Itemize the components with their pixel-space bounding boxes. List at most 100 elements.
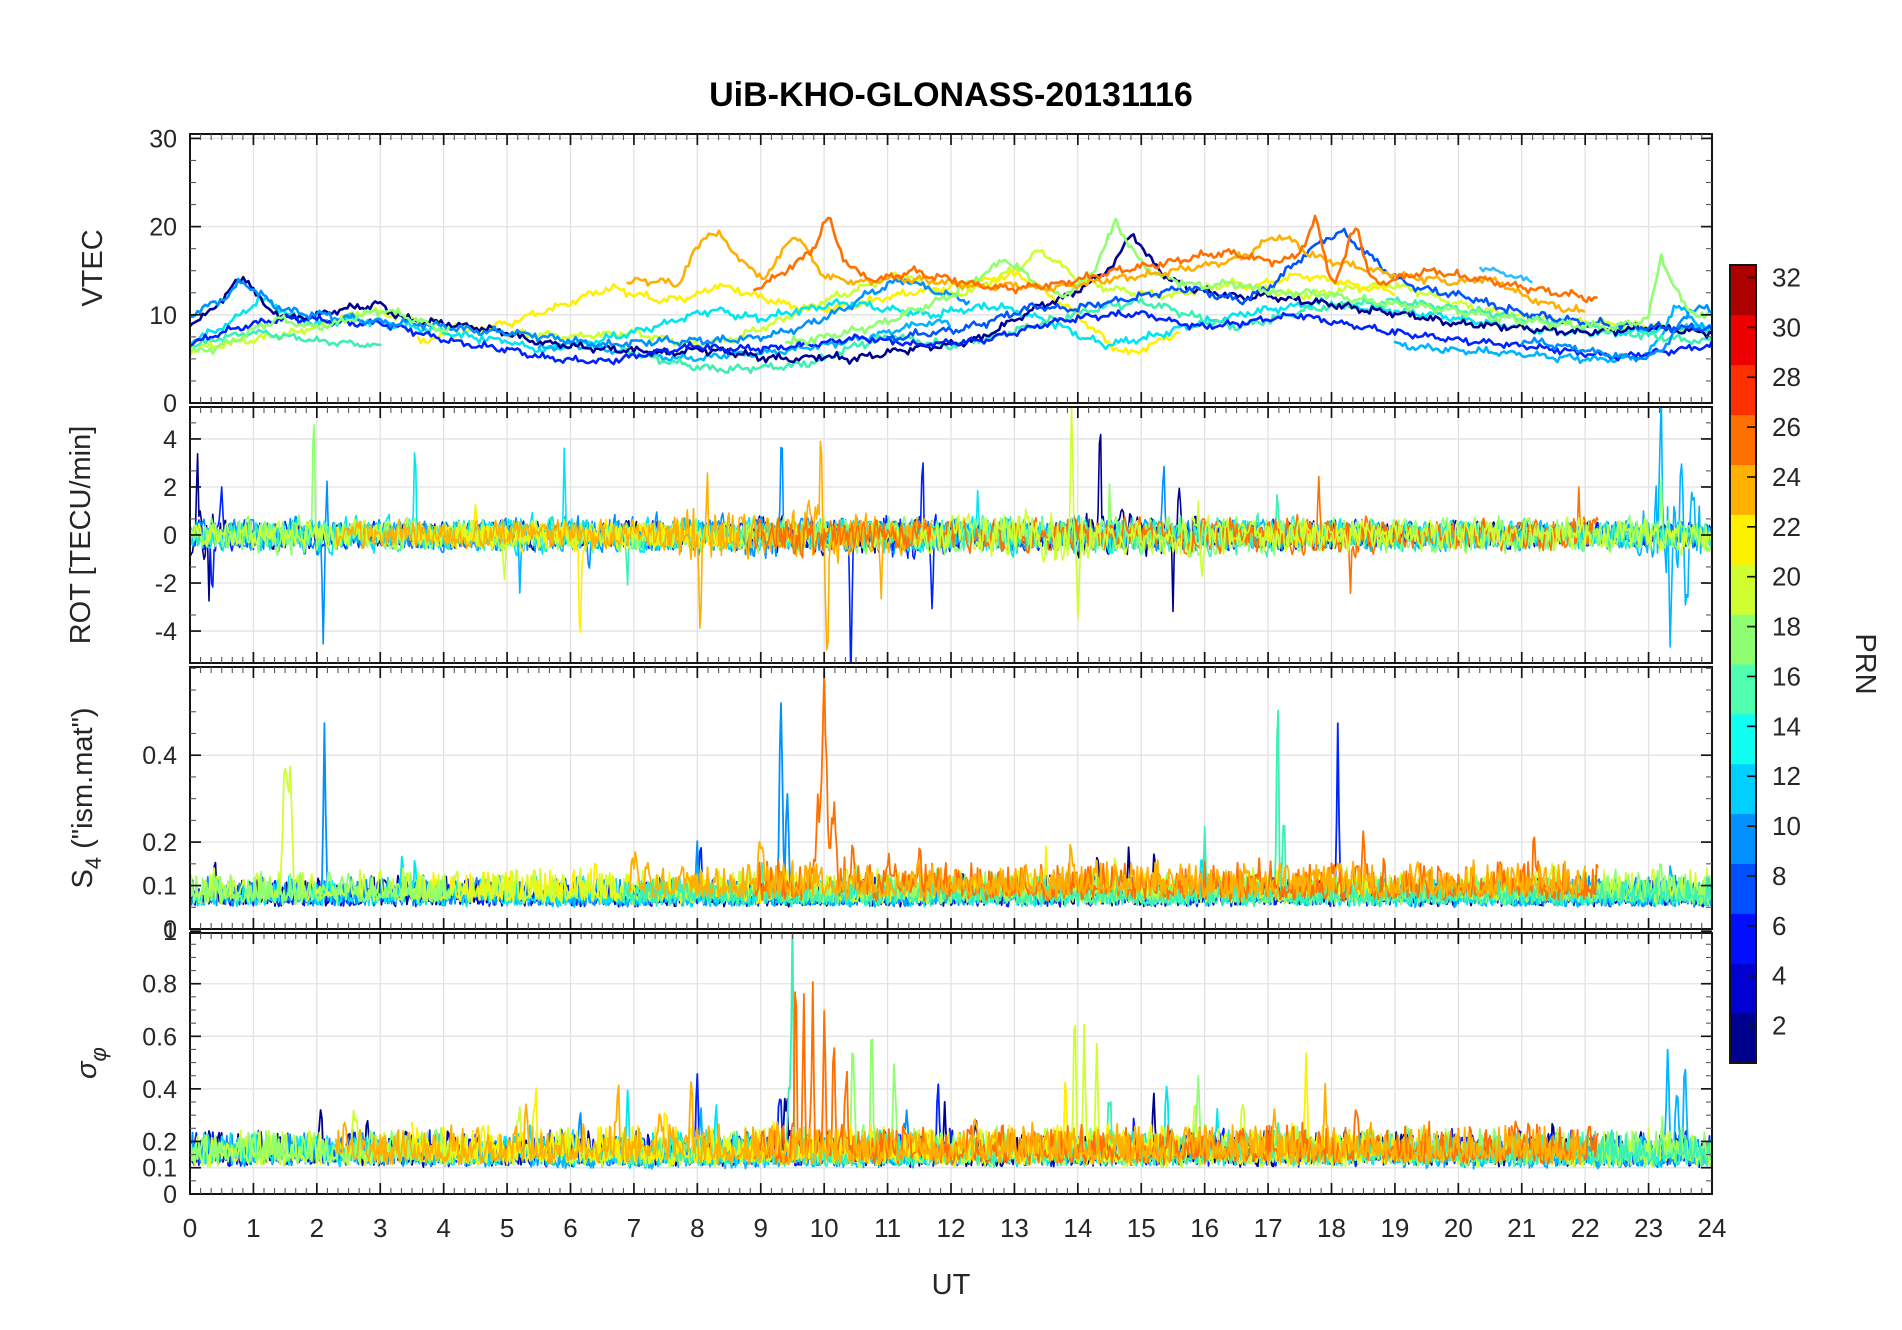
- series-rot-prn18: [918, 407, 1712, 620]
- xtick-label: 11: [874, 1213, 901, 1243]
- colorbar-label: PRN: [1849, 633, 1881, 694]
- minor-ticks-s4: [190, 667, 1712, 929]
- series-vtec-prn10: [1479, 266, 1533, 284]
- ytick-label-vtec: 10: [149, 302, 177, 330]
- colorbar-tick-label: 18: [1772, 612, 1801, 642]
- series-sigma: [190, 933, 1712, 1170]
- ytick-label-sigma: 0.6: [142, 1023, 177, 1051]
- colorbar-tick-label: 10: [1772, 811, 1801, 841]
- xtick-label: 1: [246, 1213, 260, 1243]
- series-s4: [190, 668, 1712, 909]
- colorbar-block: [1730, 265, 1756, 316]
- rot-axis-label: ROT [TECU/min]: [65, 426, 97, 645]
- ytick-label-vtec: 30: [149, 125, 177, 153]
- panel-rot: -4 -2 0 2 4: [155, 406, 1713, 664]
- series-s4-prn22: [626, 840, 1587, 900]
- series-sigma-prn22: [334, 1081, 1587, 1166]
- colorbar-block: [1730, 863, 1756, 914]
- series-vtec-prn16: [190, 307, 451, 356]
- ytick-label-vtec: 0: [163, 390, 177, 418]
- colorbar-block: [1730, 664, 1756, 715]
- colorbar-tick-label: 20: [1772, 562, 1801, 592]
- series-vtec-prn20: [416, 269, 1181, 356]
- series-vtec-prn8: [1520, 303, 1712, 363]
- minor-ticks-vtec: [190, 134, 1712, 403]
- ytick-label-s4: 0.2: [142, 829, 177, 857]
- sigma-axis-label: σφ: [71, 1047, 111, 1079]
- colorbar-block: [1730, 1013, 1756, 1064]
- ytick-label-sigma: 1: [163, 918, 177, 946]
- xtick-label: 21: [1507, 1213, 1536, 1243]
- ytick-label-s4: 0.4: [142, 742, 177, 770]
- colorbar-tick-label: 30: [1772, 312, 1801, 342]
- colorbar-block: [1730, 414, 1756, 465]
- minor-ticks-sigma: [190, 933, 1712, 1194]
- series-vtec-prn10: [537, 318, 952, 363]
- colorbar-block: [1730, 713, 1756, 765]
- ytick-label-vtec: 20: [149, 214, 177, 242]
- colorbar-block: [1730, 763, 1756, 815]
- colorbar-tick-label: 24: [1772, 462, 1801, 492]
- colorbar-tick-label: 8: [1772, 861, 1786, 891]
- colorbar-tick-label: 28: [1772, 362, 1801, 392]
- ytick-label-sigma: 0.4: [142, 1076, 177, 1104]
- ytick-label-sigma: 0.2: [142, 1128, 177, 1156]
- series-s4-prn16: [190, 870, 451, 906]
- ytick-label-sigma: 0.8: [142, 971, 177, 999]
- colorbar-tick-label: 16: [1772, 661, 1801, 691]
- xtick-label: 4: [436, 1213, 450, 1243]
- series-vtec-prn24: [753, 214, 1598, 304]
- ytick-label-rot: 2: [163, 474, 177, 502]
- colorbar-tick-label: 6: [1772, 911, 1786, 941]
- xtick-label: 13: [1000, 1213, 1029, 1243]
- xtick-label: 0: [183, 1213, 197, 1243]
- colorbar-tick-label: 22: [1772, 512, 1801, 542]
- xtick-label: 23: [1634, 1213, 1663, 1243]
- plot-panels: 0102030-4-202400.10.20.400.10.20.40.60.8…: [142, 125, 1801, 1243]
- xtick-label: 10: [810, 1213, 839, 1243]
- ytick-label-rot: 0: [163, 522, 177, 550]
- colorbar-block: [1730, 314, 1756, 366]
- vtec-axis-label: VTEC: [77, 229, 109, 306]
- ytick-label-rot: -2: [155, 570, 177, 598]
- series-vtec-prn20: [1235, 272, 1395, 297]
- series-vtec-prn16: [784, 217, 1712, 346]
- series-vtec-prn6: [886, 227, 1712, 343]
- colorbar-block: [1730, 464, 1756, 515]
- xtick-label: 7: [627, 1213, 641, 1243]
- ytick-label-sigma: 0: [163, 1181, 177, 1209]
- series-vtec-prn12: [190, 295, 1712, 355]
- series-rot-prn22: [335, 440, 933, 651]
- xtick-label: 8: [690, 1213, 704, 1243]
- ytick-label-s4: 0: [163, 916, 177, 944]
- series-vtec-prn8: [190, 277, 971, 349]
- colorbar-block: [1730, 614, 1756, 665]
- xtick-label: 15: [1127, 1213, 1156, 1243]
- xtick-label: 19: [1380, 1213, 1409, 1243]
- colorbar-block: [1730, 514, 1756, 565]
- colorbar-tick-label: 32: [1772, 262, 1801, 292]
- series-vtec-prn14: [190, 328, 382, 350]
- major-ticks-sigma: [189, 930, 1713, 1195]
- panel-vtec: 0 10 20 30: [149, 125, 1713, 418]
- colorbar-tick-label: 2: [1772, 1011, 1786, 1041]
- xtick-label: 24: [1698, 1213, 1727, 1243]
- colorbar-tick-label: 12: [1772, 761, 1801, 791]
- figure-title: UiB-KHO-GLONASS-20131116: [709, 76, 1193, 114]
- series-vtec-prn22: [626, 229, 1586, 314]
- xtick-label: 5: [500, 1213, 514, 1243]
- colorbar-tick-label: 4: [1772, 961, 1786, 991]
- xtick-label: 9: [754, 1213, 768, 1243]
- xtick-label: 3: [373, 1213, 387, 1243]
- xtick-label: 22: [1571, 1213, 1600, 1243]
- ytick-label-s4: 0.1: [142, 873, 177, 901]
- xtick-label: 18: [1317, 1213, 1346, 1243]
- xtick-label: 2: [310, 1213, 324, 1243]
- ytick-label-sigma: 0.1: [142, 1155, 177, 1183]
- ytick-label-rot: 4: [163, 426, 177, 454]
- colorbar-block: [1730, 364, 1756, 416]
- ytick-label-rot: -4: [155, 618, 177, 646]
